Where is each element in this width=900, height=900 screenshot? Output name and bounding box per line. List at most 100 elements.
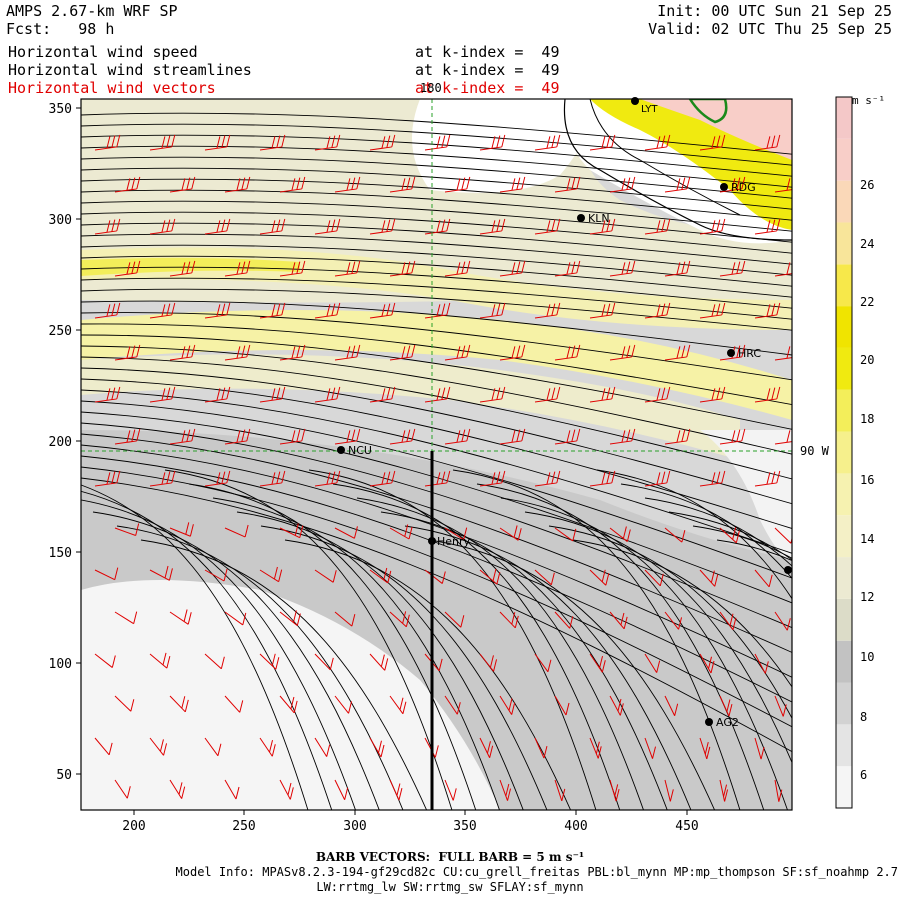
wind-barb [114,428,141,445]
streamline [81,167,792,210]
colorbar-segment [836,473,852,516]
colorbar-label: 14 [860,532,874,546]
colorbar-segment [836,97,852,139]
wind-barb [589,737,602,759]
station-marker [705,718,713,726]
calm-region [700,430,792,560]
wind-barb [664,779,674,802]
wind-barb [114,779,131,799]
model-info-line-2: LW:rrtmg_lw SW:rrtmg_sw SFLAY:sf_mynn [316,880,584,894]
wind-barb [424,737,439,758]
field-wind-speed-level: at k-index = 49 [415,43,560,61]
streamline [284,539,572,810]
wind-barb [334,428,361,445]
streamline [81,233,792,276]
wind-barb [259,566,283,583]
field-streamlines-level: at k-index = 49 [415,61,560,79]
barb-note: BARB VECTORS: FULL BARB = 5 m s⁻¹ [315,850,585,864]
wind-barb [479,302,506,319]
streamline [81,200,792,243]
streamline [452,469,741,810]
wind-barb [279,779,294,800]
wind-barb [664,611,683,630]
wind-barb [609,526,631,542]
station-label: RDG [731,181,756,194]
wind-barb [314,302,341,319]
wind-barb [224,176,251,193]
wind-barb [389,260,416,277]
streamline [81,211,792,254]
wind-barb [279,344,306,361]
streamline [81,300,792,356]
wind-barb [479,568,501,585]
station-marker [727,349,735,357]
wind-barb [224,611,247,626]
streamline [81,323,792,406]
wind-barb [444,779,457,801]
colorbar-segment [836,222,852,265]
wind-barb [479,737,494,758]
wind-barb [204,386,231,403]
station-marker [784,566,792,574]
wind-barb [609,176,636,193]
wind-barb [424,569,446,584]
wind-barb [499,176,526,193]
wind-barb [314,470,341,487]
wind-barb [499,779,512,801]
wind-barb [169,176,196,193]
streamline [81,499,356,810]
calm-region [412,99,600,193]
wind-barb [334,526,358,539]
wind-barb [389,176,416,193]
wind-barb [589,653,606,673]
wind-barb [534,653,552,673]
model-title: AMPS 2.67-km WRF SP [6,2,178,20]
colorbar-segment [836,306,852,348]
streamlines [81,112,792,810]
wind-barb [94,653,116,668]
field-wind-vectors: Horizontal wind vectors [8,79,216,97]
field-streamlines: Horizontal wind streamlines [8,61,252,79]
streamline [81,244,792,287]
streamline [81,189,792,232]
streamline [81,389,792,554]
wind-barb [479,218,506,235]
wind-barb [699,302,726,319]
wind-barb [444,695,461,715]
wind-barb [94,134,121,151]
streamline [404,525,692,810]
wind-barb [774,430,792,445]
wind-barb [94,218,121,235]
wind-barb [424,386,451,403]
wind-barb [609,611,628,630]
streamline [81,356,792,480]
wind-barb [369,302,396,319]
wind-barb [114,695,135,712]
wind-barb [149,652,171,669]
wind-barb [389,428,416,445]
streamline [81,178,792,221]
streamline [92,511,380,810]
streamline [524,511,792,764]
wind-barb [279,523,304,539]
colorbar-segment [836,766,852,808]
y-tick-label: 150 [49,546,72,561]
streamline [81,490,333,810]
colorbar-label: 10 [860,650,874,664]
wind-barb [389,524,413,540]
wind-barb [204,568,228,582]
colorbar-segment [836,724,852,767]
coastline [589,99,741,216]
wind-barbs [94,134,792,802]
wind-barb [664,695,679,716]
streamline [356,497,644,810]
y-tick-label: 50 [56,768,72,783]
streamline [81,433,792,653]
wind-barb [369,470,396,487]
wind-barb [479,386,506,403]
wind-barb [314,134,341,151]
wind-barb [534,470,561,487]
colorbar-label: 20 [860,353,874,367]
wind-barb [754,653,769,674]
colorbar-unit: m s⁻¹ [852,94,885,107]
